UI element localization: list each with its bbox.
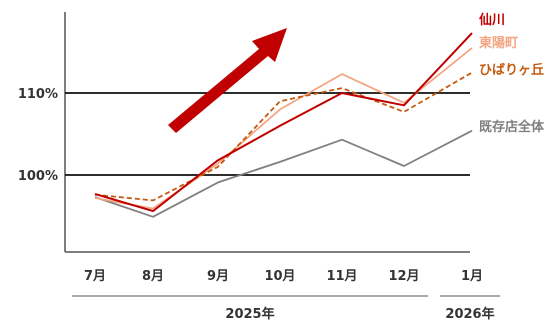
x-tick-label: 8月 [142,269,164,284]
y-label-110: 110% [18,87,58,102]
legend-label-2: ひばりヶ丘 [479,63,544,78]
group-label: 2026年 [445,306,494,322]
legend-label-1: 東陽町 [479,35,518,51]
x-tick-label: 7月 [84,269,106,284]
group-label: 2025年 [225,306,274,322]
trend-arrow [168,28,287,133]
x-tick-label: 9月 [207,269,229,284]
legend-label-0: 仙川 [479,12,505,28]
x-tick-label: 11月 [326,269,357,284]
series-line-2 [94,71,473,202]
x-tick-label: 10月 [264,269,295,284]
series-line-1 [94,47,473,210]
y-label-100: 100% [18,169,58,184]
series-line-3 [94,129,473,218]
x-tick-label: 1月 [461,269,483,284]
x-tick-label: 12月 [388,269,419,284]
legend-label-3: 既存店全体 [479,119,545,135]
series-line-0 [94,32,473,213]
